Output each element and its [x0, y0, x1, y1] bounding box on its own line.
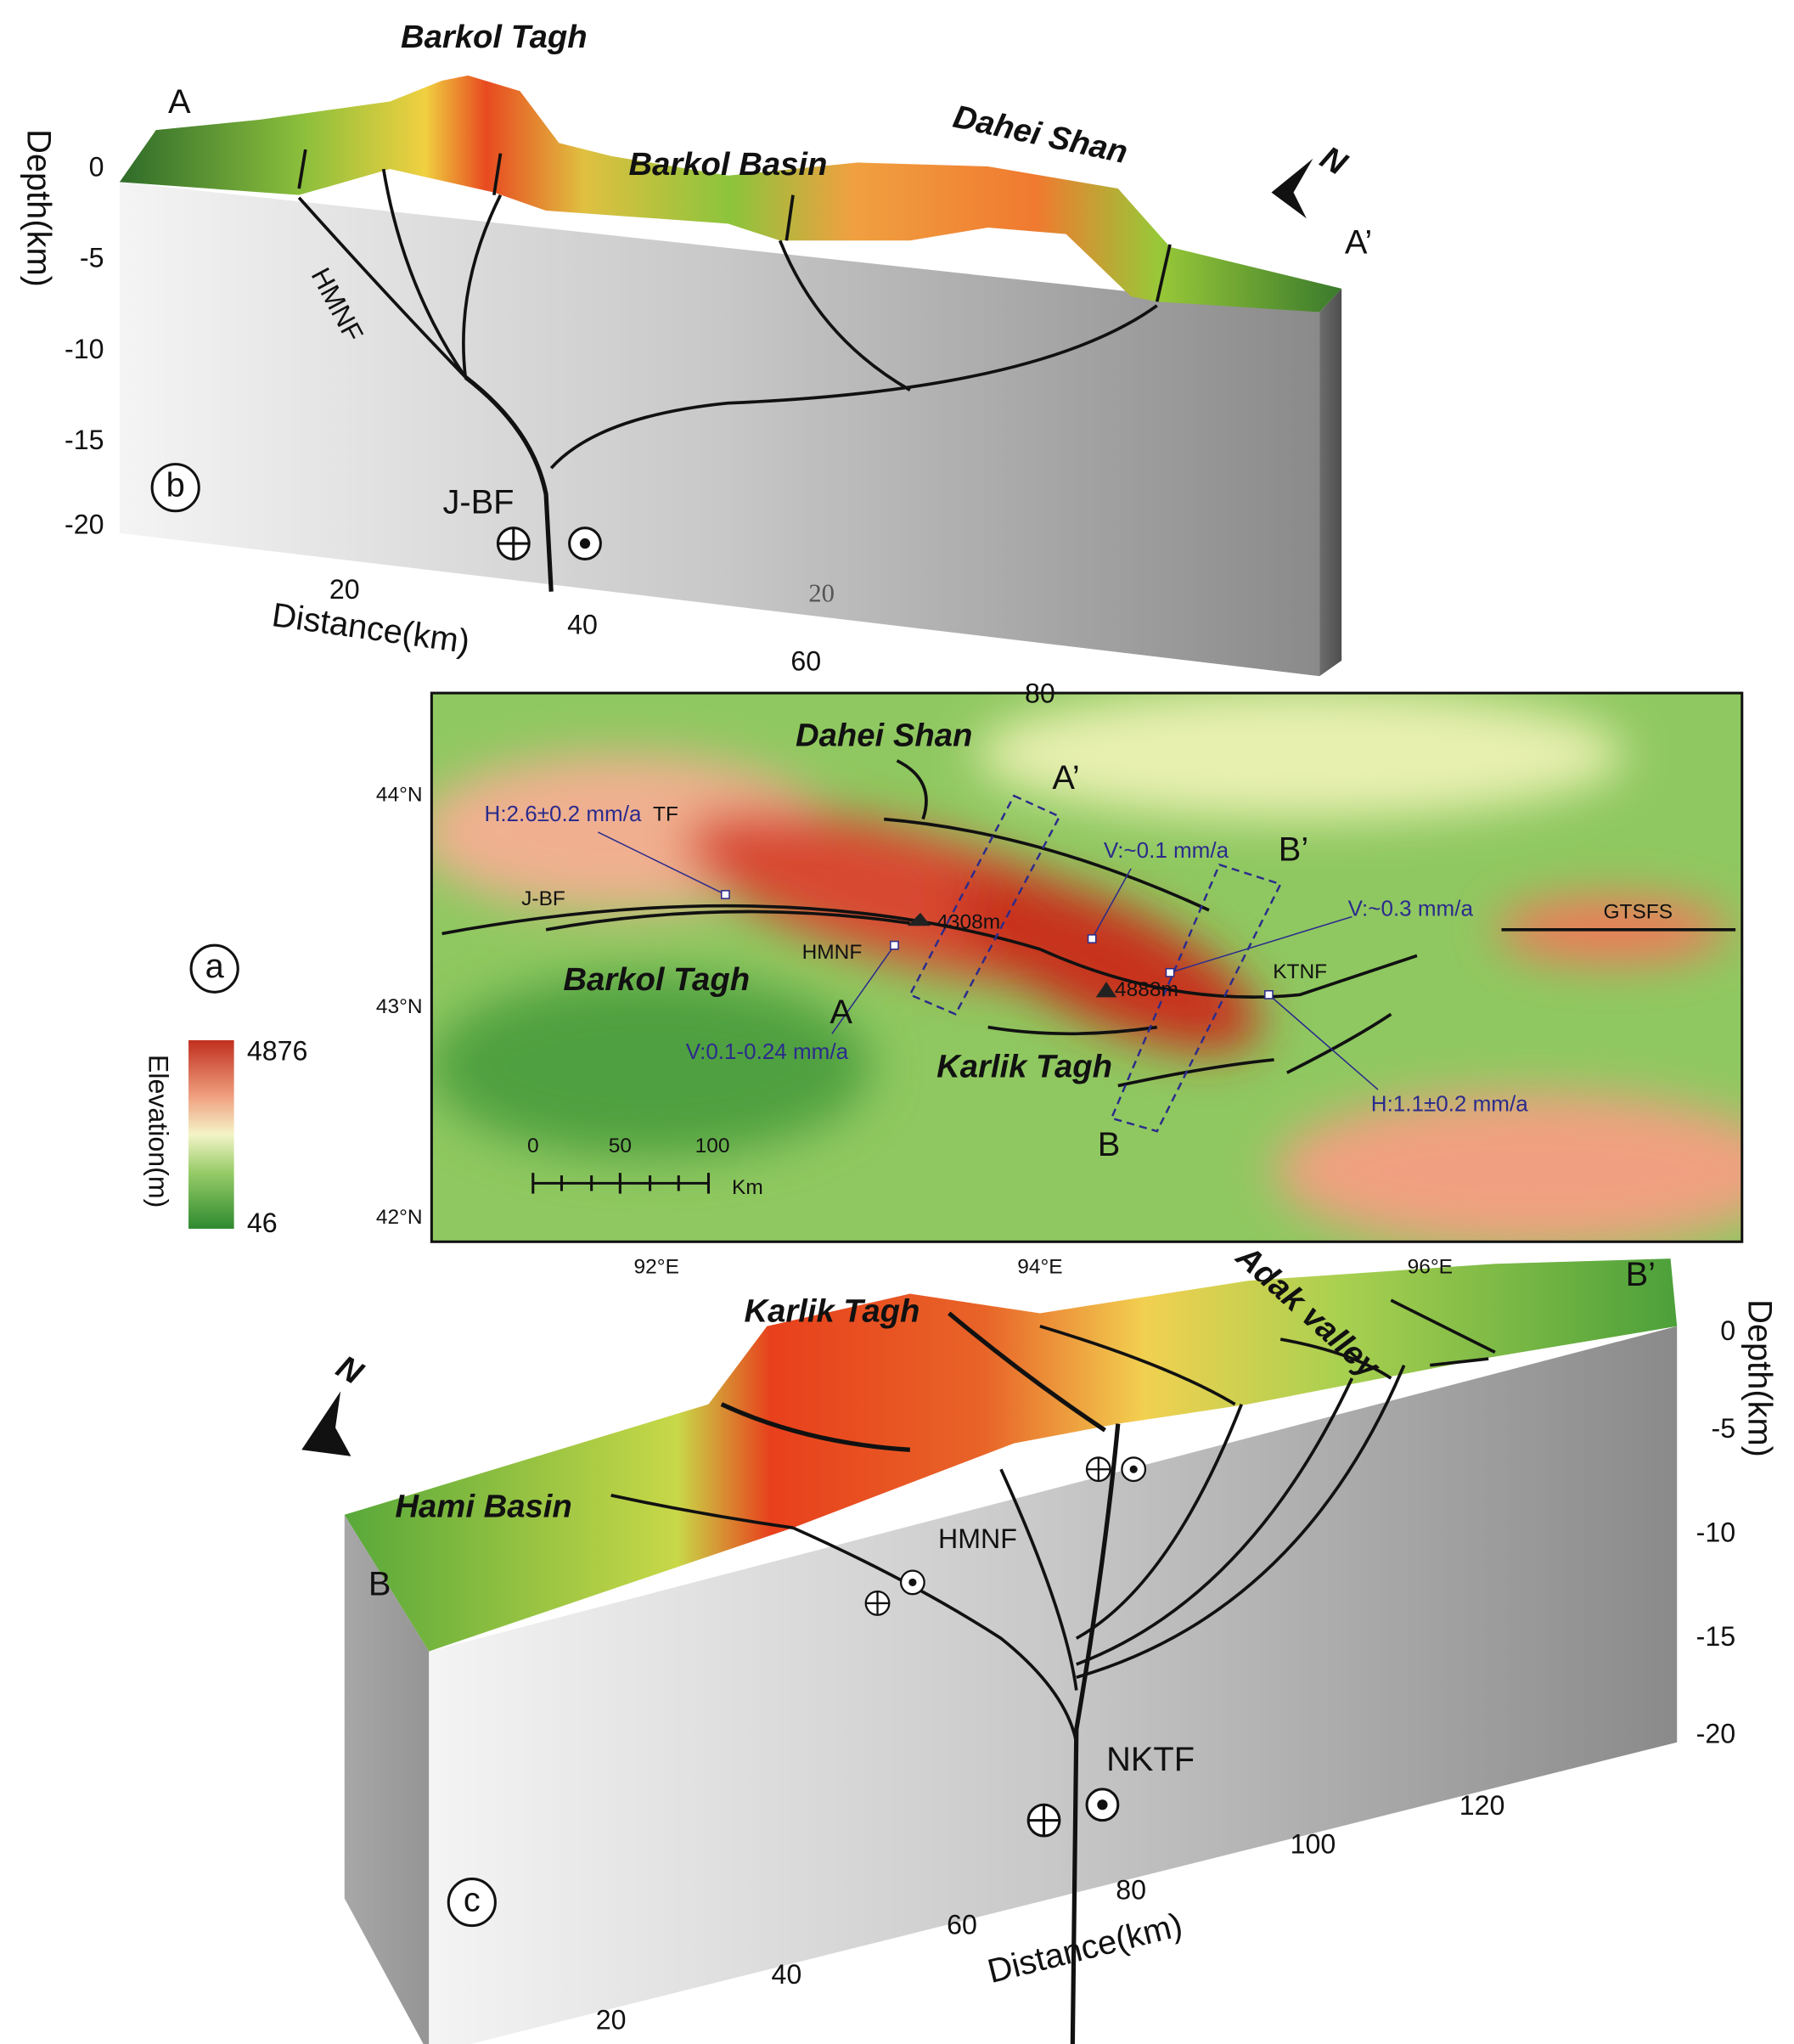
label: GTSFS — [1603, 900, 1673, 923]
label: Barkol Tagh — [401, 19, 588, 55]
label: 100 — [1291, 1829, 1336, 1860]
block-b — [119, 75, 1342, 677]
label: TF — [653, 803, 678, 826]
label: 100 — [695, 1135, 730, 1157]
label: KTNF — [1273, 960, 1327, 983]
label: c — [464, 1882, 481, 1919]
label: J-BF — [442, 484, 514, 521]
label: 0 — [527, 1135, 539, 1157]
label: H:1.1±0.2 mm/a — [1371, 1090, 1528, 1116]
panel-label-circle — [447, 1878, 497, 1928]
label: 4876 — [247, 1036, 308, 1067]
label: A — [830, 994, 852, 1031]
label: V:0.1-0.24 mm/a — [686, 1039, 849, 1064]
label: B — [1098, 1126, 1121, 1163]
terrain-surface — [119, 75, 1342, 313]
label: 20 — [329, 574, 360, 605]
north-arrow — [1271, 158, 1313, 219]
profile-box-a — [908, 794, 1061, 1016]
label: HMNF — [802, 941, 863, 964]
label: H:2.6±0.2 mm/a — [485, 801, 642, 826]
label: 50 — [609, 1135, 632, 1157]
label: -5 — [80, 243, 104, 273]
label: 60 — [947, 1910, 977, 1940]
label: 20 — [808, 578, 835, 607]
label: 43°N — [376, 995, 423, 1018]
label: 80 — [1025, 679, 1055, 709]
front-face — [429, 1326, 1678, 2044]
label: 40 — [771, 1959, 801, 1990]
label: 120 — [1459, 1790, 1505, 1821]
label: N — [330, 1349, 370, 1393]
label: -10 — [1696, 1517, 1735, 1547]
scale-bar — [531, 1173, 711, 1194]
label: Barkol Basin — [628, 146, 827, 183]
label: 44°N — [376, 784, 423, 807]
peak-symbol — [1095, 982, 1117, 998]
label: 94°E — [1017, 1255, 1062, 1278]
label: V:~0.1 mm/a — [1104, 837, 1229, 863]
label: 4888m — [1115, 978, 1178, 1001]
label: 46 — [247, 1208, 278, 1238]
label: -5 — [1712, 1413, 1736, 1444]
label: b — [166, 467, 185, 504]
label: Distance(km) — [984, 1906, 1186, 1991]
label: B’ — [1626, 1256, 1656, 1293]
label: 4308m — [936, 911, 1000, 934]
label: N — [1314, 139, 1354, 183]
side-face — [1319, 288, 1342, 677]
block-c — [301, 1258, 1678, 2044]
panel-label-circle — [150, 463, 200, 513]
label: Depth(km) — [1741, 1299, 1779, 1457]
label: -15 — [65, 425, 104, 455]
label: A’ — [1052, 759, 1079, 797]
label: Dahei Shan — [796, 717, 972, 753]
label: -20 — [1696, 1719, 1735, 1749]
elevation-colorbar — [188, 1039, 234, 1229]
label: A — [168, 83, 191, 121]
label: 0 — [1720, 1315, 1735, 1346]
label: Distance(km) — [270, 596, 472, 661]
label: 40 — [567, 610, 598, 640]
label: -20 — [65, 510, 104, 540]
label: -10 — [65, 334, 104, 364]
label: Depth(km) — [20, 129, 57, 287]
front-face — [119, 182, 1320, 677]
label: -15 — [1696, 1621, 1735, 1652]
side-face — [344, 1514, 430, 2044]
map-a — [188, 691, 1744, 1243]
label: Elevation(m) — [143, 1055, 173, 1208]
label: J-BF — [521, 887, 565, 910]
label: 0 — [89, 152, 104, 183]
label: NKTF — [1106, 1741, 1195, 1778]
label: A’ — [1345, 223, 1372, 261]
north-arrow — [301, 1391, 351, 1456]
label: 96°E — [1408, 1255, 1453, 1278]
label: 60 — [790, 645, 821, 676]
label: V:~0.3 mm/a — [1348, 896, 1474, 921]
label: B’ — [1279, 831, 1308, 868]
label: Karlik Tagh — [936, 1049, 1112, 1085]
label: HMNF — [938, 1523, 1017, 1554]
label: B — [368, 1566, 391, 1603]
label: Karlik Tagh — [744, 1293, 919, 1330]
label: 20 — [596, 2004, 627, 2035]
label: Barkol Tagh — [563, 961, 750, 998]
label: Dahei Shan — [950, 99, 1131, 171]
map-frame — [430, 691, 1744, 1243]
label: a — [205, 948, 225, 985]
profile-box-b — [1110, 863, 1282, 1133]
label: 80 — [1116, 1874, 1146, 1905]
panel-label-circle — [189, 943, 239, 994]
label: 42°N — [376, 1206, 423, 1229]
label: Hami Basin — [395, 1488, 571, 1524]
label: 92°E — [634, 1255, 679, 1278]
label: Km — [732, 1176, 763, 1199]
peak-symbol — [907, 912, 931, 926]
